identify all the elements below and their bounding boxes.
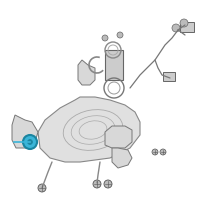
Bar xyxy=(105,50,123,80)
Polygon shape xyxy=(105,126,132,148)
Circle shape xyxy=(172,24,180,32)
Circle shape xyxy=(104,180,112,188)
Bar xyxy=(163,72,175,81)
Circle shape xyxy=(38,184,46,192)
Circle shape xyxy=(152,149,158,155)
Circle shape xyxy=(102,35,108,41)
Polygon shape xyxy=(38,97,140,162)
Polygon shape xyxy=(12,115,38,148)
Circle shape xyxy=(23,135,37,149)
Circle shape xyxy=(93,180,101,188)
Polygon shape xyxy=(78,60,95,85)
Circle shape xyxy=(180,19,188,27)
Circle shape xyxy=(160,149,166,155)
Circle shape xyxy=(117,32,123,38)
Circle shape xyxy=(28,140,32,144)
Bar xyxy=(180,22,194,32)
Polygon shape xyxy=(112,148,132,168)
